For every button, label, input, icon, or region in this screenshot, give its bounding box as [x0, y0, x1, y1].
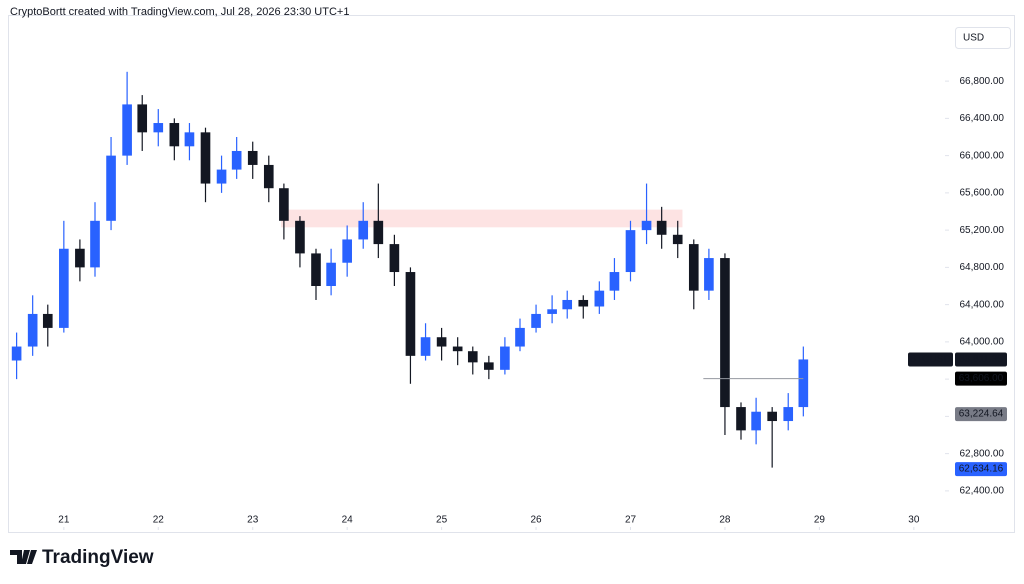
brand: TradingView — [42, 547, 154, 568]
candle-body — [200, 132, 211, 184]
y-tick-label: 64,400.00 — [960, 299, 1005, 310]
candle-body — [767, 411, 777, 422]
candle-body — [342, 239, 352, 263]
price-label-box — [955, 407, 1007, 422]
y-tick-label: 65,600.00 — [960, 188, 1005, 199]
candle-body — [594, 290, 605, 307]
x-tick-label: 26 — [530, 515, 542, 526]
candle-body — [326, 262, 336, 287]
price-label: 63,224.64 — [959, 409, 1004, 420]
x-tick-label: 22 — [153, 515, 165, 526]
candle-body — [75, 248, 85, 268]
x-tick-label: 27 — [625, 515, 637, 526]
candle-body — [153, 123, 164, 133]
candle-body — [641, 220, 652, 231]
candle-body — [467, 351, 478, 363]
attribution: CryptoBortt created with TradingView.com… — [10, 6, 349, 18]
candle-body — [500, 346, 510, 370]
brand-icon — [10, 550, 37, 564]
x-tick-label: 24 — [342, 515, 354, 526]
candle-body — [42, 313, 53, 328]
candle-body — [231, 150, 242, 170]
candle-body — [263, 164, 274, 189]
candle-body — [389, 244, 400, 273]
price-label-box — [955, 352, 1007, 367]
y-tick-label: 66,000.00 — [960, 150, 1005, 161]
candle-body — [405, 272, 416, 356]
candle-body — [578, 299, 589, 307]
y-tick-label: 64,000.00 — [960, 337, 1005, 348]
y-tick-label: 62,400.00 — [960, 486, 1005, 497]
candle-body — [106, 155, 116, 221]
y-tick-label: 65,200.00 — [960, 225, 1005, 236]
candle-body — [295, 220, 305, 254]
candle-body — [720, 258, 730, 408]
candle-body — [90, 220, 100, 268]
candle-body — [547, 309, 557, 314]
candle-body — [484, 362, 494, 370]
brand-logo — [10, 550, 37, 564]
candle-body — [672, 234, 683, 245]
candle-body — [216, 169, 227, 184]
candle-body — [688, 244, 699, 291]
candle-body — [798, 359, 809, 408]
candle-body — [531, 313, 541, 328]
chart-frame — [8, 15, 1015, 533]
y-tick-label: 64,800.00 — [960, 262, 1005, 273]
currency[interactable]: USD — [963, 33, 984, 44]
candle-body — [137, 104, 148, 133]
candle-body — [783, 407, 794, 422]
candle-body — [27, 313, 38, 347]
symbol-box — [908, 352, 953, 367]
candle-body — [751, 411, 761, 431]
candle-body — [436, 337, 447, 347]
candle-body — [11, 346, 22, 361]
candle-body — [358, 220, 369, 240]
candle-body — [59, 248, 69, 328]
candle-body — [122, 104, 132, 156]
price-label: 63,606.00 — [959, 373, 1004, 384]
symbol: BTCUSD — [909, 354, 950, 365]
candle-body — [704, 258, 714, 291]
y-tick-label: 62,800.00 — [960, 448, 1005, 459]
candle-body — [247, 150, 258, 165]
price-label: 63,811.36 — [959, 354, 1003, 365]
candle-body — [562, 299, 573, 310]
candle-body — [279, 188, 289, 221]
candle-body — [656, 220, 667, 235]
x-tick-label: 25 — [436, 515, 448, 526]
y-tick-label: 66,400.00 — [960, 113, 1005, 124]
candle-body — [625, 230, 636, 273]
x-tick-label: 30 — [908, 515, 920, 526]
candle-body — [311, 253, 321, 287]
candle-body — [736, 407, 746, 431]
price-label-box — [955, 371, 1007, 386]
candle-body — [184, 132, 195, 147]
zone — [281, 209, 683, 228]
x-tick-label: 28 — [719, 515, 731, 526]
candle-body — [515, 327, 525, 347]
candle-body — [169, 123, 180, 147]
candle-body — [420, 337, 431, 356]
currency-button[interactable] — [955, 27, 1011, 49]
candle-body — [609, 272, 620, 291]
y-tick-label: 66,800.00 — [960, 76, 1005, 87]
x-tick-label: 29 — [814, 515, 826, 526]
x-tick-label: 21 — [58, 515, 70, 526]
candle-body — [373, 220, 384, 245]
x-tick-label: 23 — [247, 515, 259, 526]
price-label-box — [955, 462, 1007, 477]
candle-body — [452, 346, 463, 352]
price-label: 62,634.16 — [959, 464, 1004, 475]
